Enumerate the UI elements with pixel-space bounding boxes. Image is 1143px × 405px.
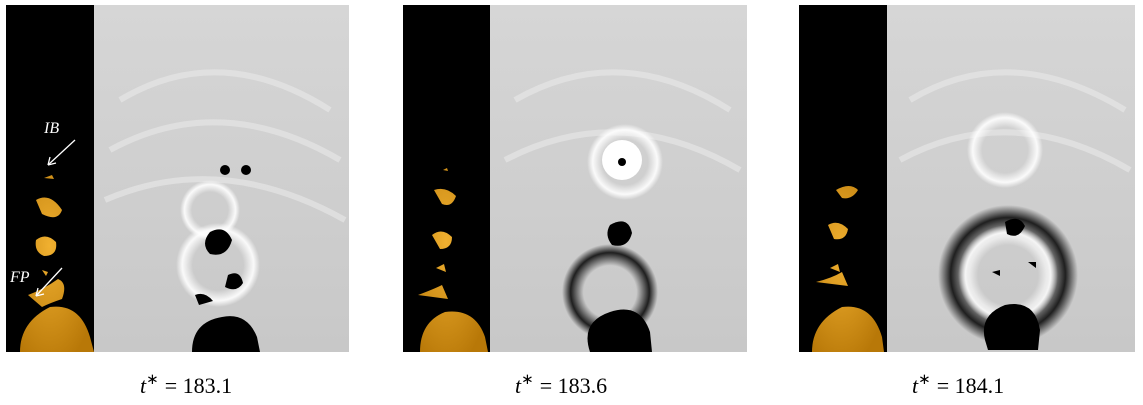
panel: IB FP bbox=[6, 5, 349, 352]
svg-text:t∗= 183.6: t∗= 183.6 bbox=[515, 372, 607, 398]
figure: IB FP t∗= 183.1 t∗= 183.6 t∗= 184.1 bbox=[0, 0, 1143, 405]
annotation: FP bbox=[9, 269, 30, 286]
panel bbox=[799, 5, 1135, 352]
caption-superscript: ∗ bbox=[521, 372, 534, 388]
caption-value: = 183.6 bbox=[540, 373, 607, 398]
caption-value: = 183.1 bbox=[165, 373, 232, 398]
caption: t∗= 183.1 t∗= 183.6 t∗= 184.1 bbox=[140, 372, 1004, 398]
iso-strip bbox=[799, 5, 887, 352]
annotation: IB bbox=[43, 120, 59, 137]
iso-strip bbox=[403, 5, 490, 352]
caption-value: = 184.1 bbox=[937, 373, 1004, 398]
caption-superscript: ∗ bbox=[918, 372, 931, 388]
panel bbox=[403, 5, 747, 352]
svg-text:t∗= 184.1: t∗= 184.1 bbox=[912, 372, 1004, 398]
svg-text:t∗= 183.1: t∗= 183.1 bbox=[140, 372, 232, 398]
caption-superscript: ∗ bbox=[146, 372, 159, 388]
